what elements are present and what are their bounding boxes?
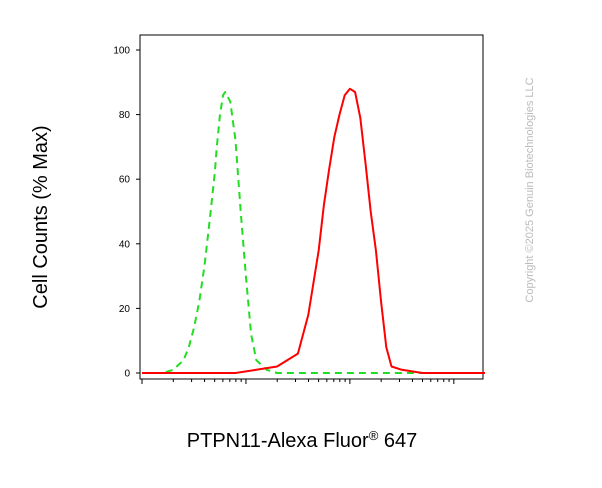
sample-histogram-line	[142, 87, 485, 374]
y-tick-labels: 0 20 40 60 80 100	[113, 46, 130, 380]
y-tick-label: 0	[124, 369, 130, 380]
y-axis-label: Cell Counts (% Max)	[30, 125, 52, 308]
y-tick-label: 60	[119, 175, 131, 186]
y-tick-label: 100	[113, 46, 130, 57]
plot-axes	[136, 34, 484, 384]
series-layer	[142, 87, 485, 374]
y-tick-label: 40	[119, 239, 131, 250]
x-axis-label: PTPN11-Alexa Fluor® 647	[187, 428, 417, 452]
control-histogram-line	[142, 91, 485, 374]
copyright-watermark: Copyright ©2025 Genuin Biotechnologies L…	[524, 77, 536, 302]
y-tick-label: 80	[119, 110, 131, 121]
y-tick-label: 20	[119, 304, 131, 315]
plot-frame	[139, 34, 484, 380]
